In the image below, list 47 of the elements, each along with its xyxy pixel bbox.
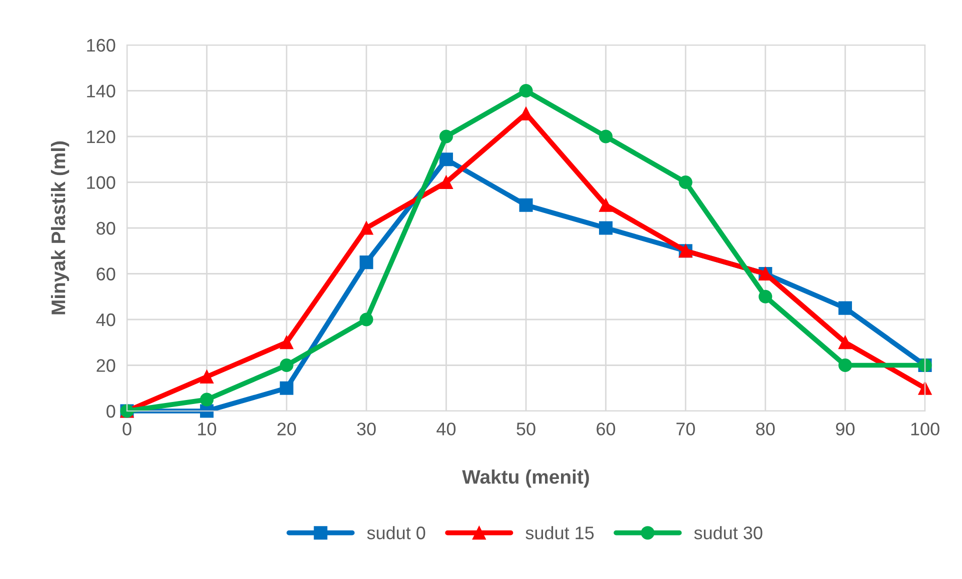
point [758, 290, 772, 304]
legend-label: sudut 0 [367, 526, 426, 540]
x-tick-label: 10 [198, 422, 216, 436]
x-tick-label: 40 [436, 422, 456, 436]
point [599, 221, 613, 235]
y-tick-label: 80 [96, 222, 116, 235]
y-tick-label: 140 [87, 84, 116, 98]
point [519, 198, 533, 212]
point [599, 198, 613, 212]
y-tick-label: 120 [87, 130, 116, 144]
point [439, 175, 453, 190]
point [280, 381, 294, 395]
point [838, 358, 852, 372]
point [599, 130, 613, 144]
y-tick-label: 60 [96, 268, 116, 280]
point [200, 370, 214, 384]
x-tick-label: 100 [911, 422, 940, 436]
y-tick-label: 100 [87, 176, 116, 189]
y-tick-label: 40 [96, 313, 116, 326]
y-tick-label: 160 [87, 38, 116, 52]
point [360, 221, 374, 235]
point [838, 336, 852, 350]
point [200, 392, 214, 406]
x-tick-label: 0 [122, 422, 132, 436]
point [360, 256, 374, 270]
x-tick-label: 50 [516, 422, 536, 436]
x-axis-title: Waktu (menit) [462, 470, 589, 488]
x-tick-label: 20 [277, 422, 296, 436]
legend-label: sudut 30 [694, 526, 762, 540]
y-tick-label: 0 [106, 404, 116, 418]
point [280, 336, 294, 350]
point [360, 312, 374, 326]
x-tick-label: 80 [756, 422, 775, 436]
x-tick-label: 70 [676, 422, 695, 436]
x-tick-label: 60 [596, 422, 616, 436]
y-axis-title: Minyak Plastik (ml) [50, 141, 70, 314]
point [678, 175, 692, 190]
legend-label: sudut 15 [526, 526, 594, 540]
point [439, 130, 453, 144]
point [519, 84, 533, 98]
point [838, 301, 852, 315]
y-tick-label: 20 [96, 359, 116, 372]
point [918, 381, 932, 395]
x-tick-label: 30 [357, 422, 376, 436]
point [280, 358, 294, 372]
point [439, 152, 453, 166]
x-tick-label: 90 [836, 422, 855, 436]
